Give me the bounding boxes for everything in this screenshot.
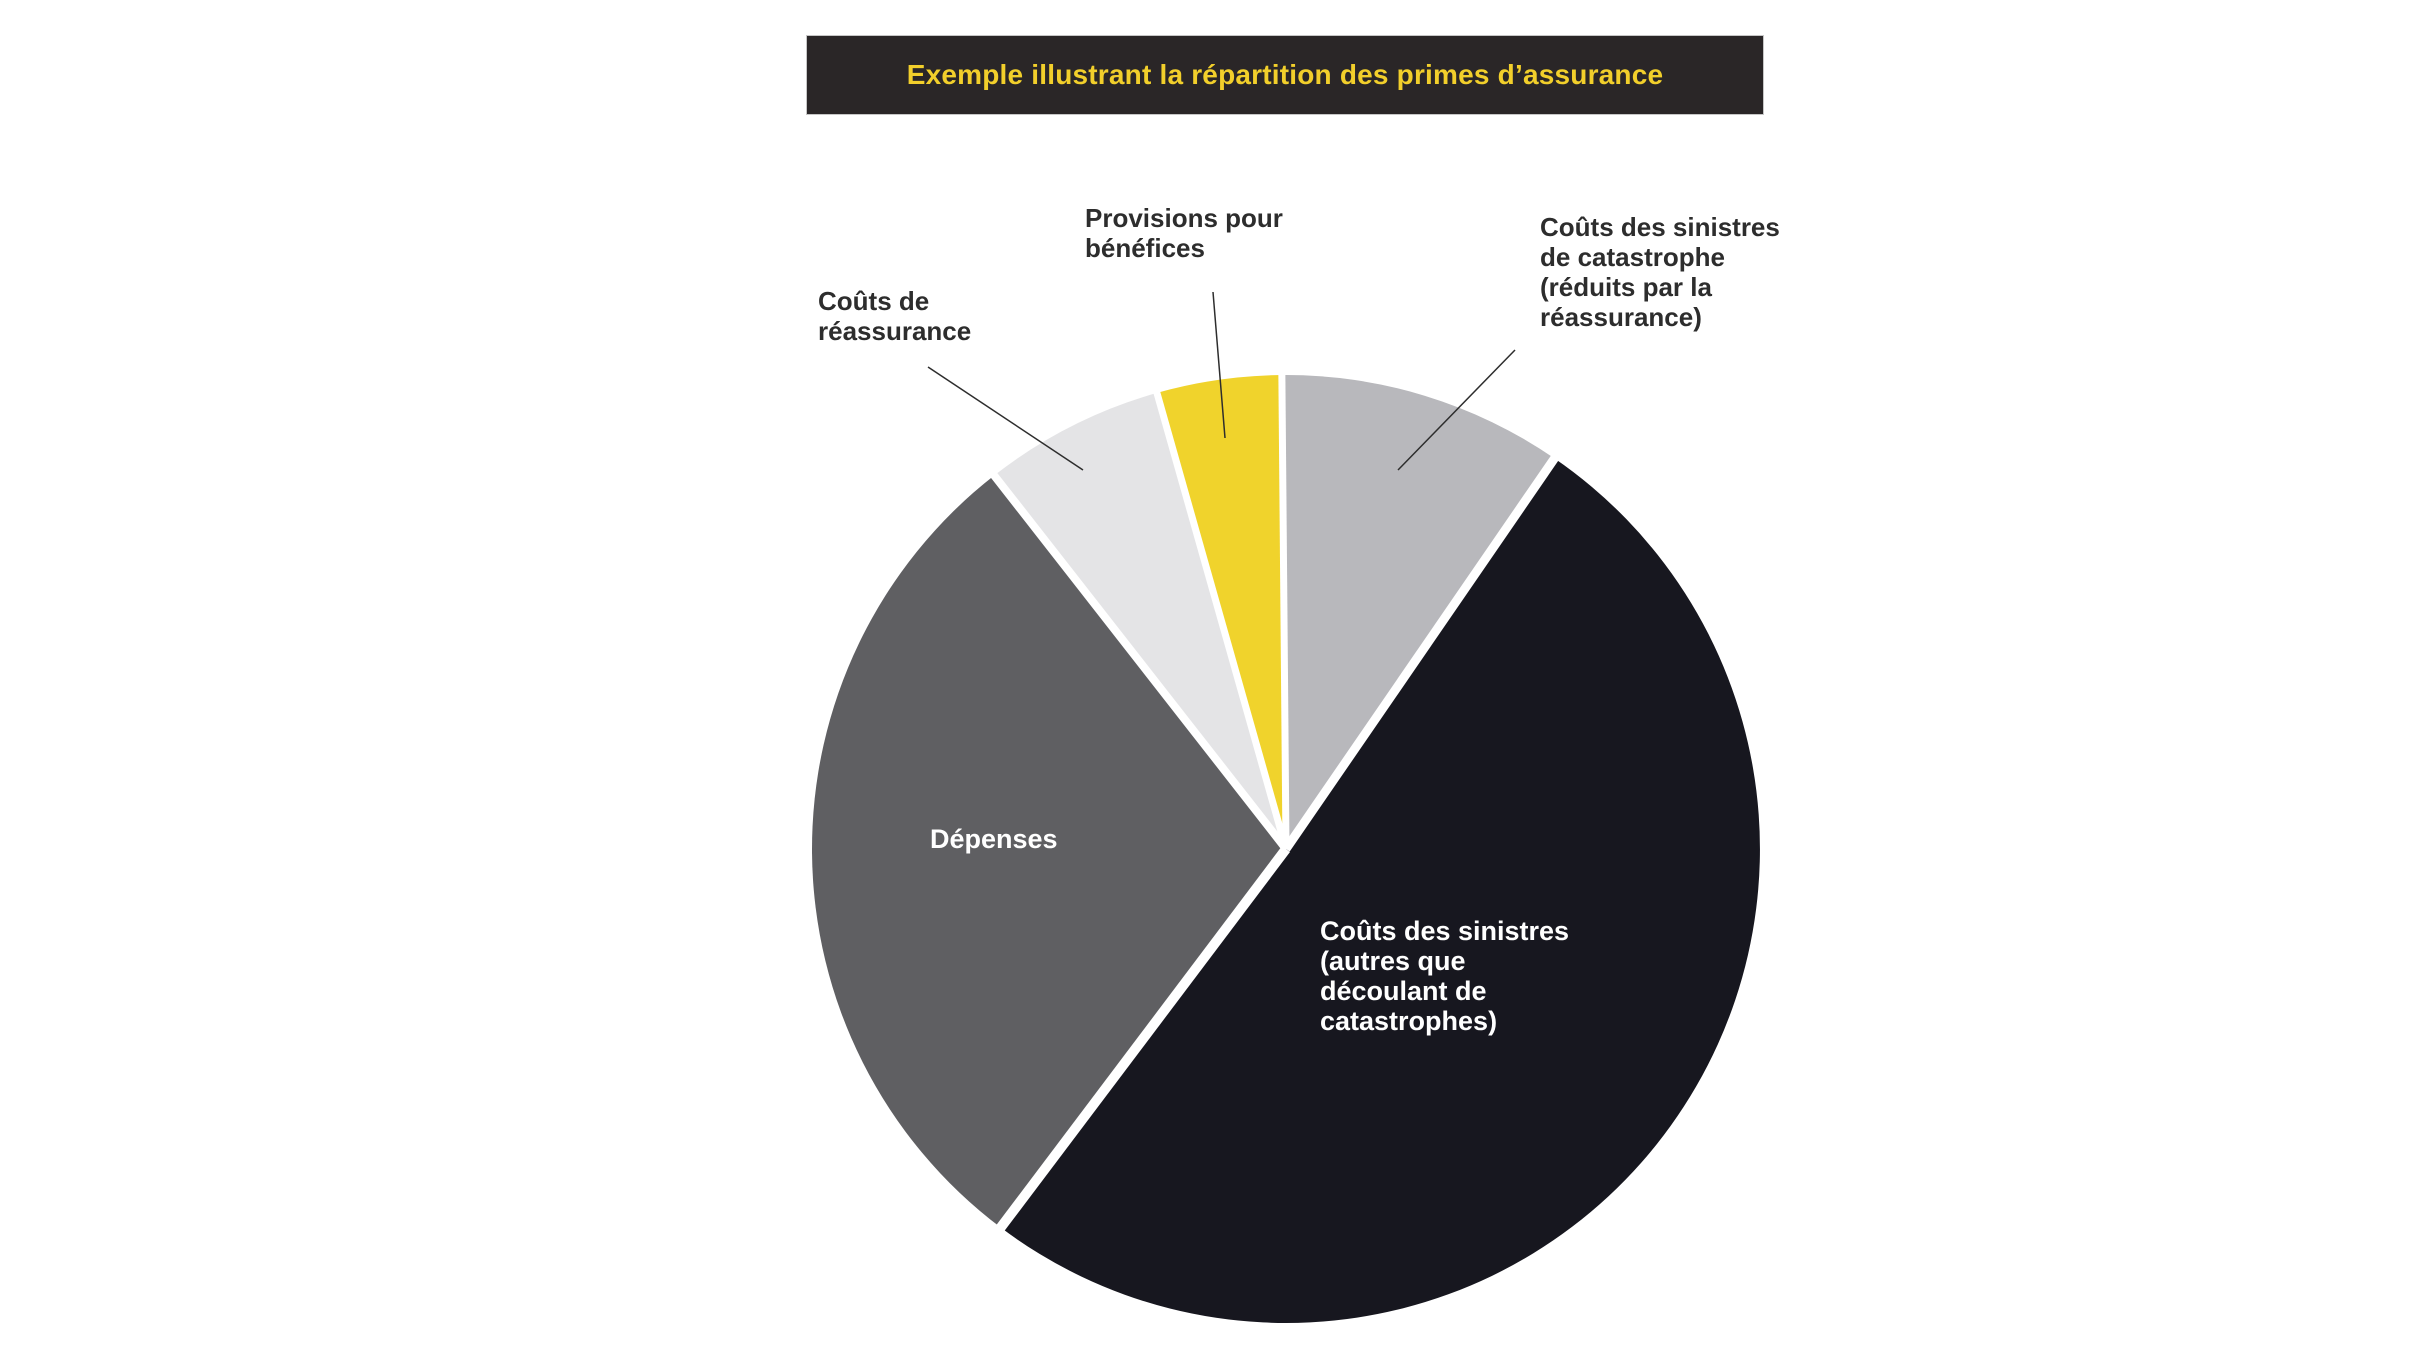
chart-title: Exemple illustrant la répartition des pr…: [906, 59, 1664, 90]
slice-label-sinistres: Coûts des sinistres (autres que découlan…: [1320, 916, 1570, 1036]
slice-separator: [987, 469, 1290, 852]
callout-label-reassurance: Coûts de réassurance: [818, 286, 972, 346]
pie-slice-sinistres: [1000, 458, 1760, 1323]
slice-label-depenses: Dépenses: [930, 824, 1058, 854]
callout-label-provisions: Provisions pour bénéfices: [1085, 203, 1283, 263]
leader-line-provisions: [1212, 291, 1226, 439]
slice-separator: [1152, 387, 1290, 850]
chart-title-bar: Exemple illustrant la répartition des pr…: [806, 35, 1764, 115]
slice-separator: [1282, 451, 1562, 852]
leader-line-catastrophe: [1397, 349, 1516, 471]
slice-separator: [993, 845, 1290, 1235]
leader-line-reassurance: [927, 366, 1084, 471]
pie-slice-depenses: [812, 475, 1286, 1228]
callout-label-catastrophe: Coûts des sinistres de catastrophe (rédu…: [1540, 212, 1780, 332]
pie-slice-reassurance: [994, 392, 1286, 849]
pie-slice-catastrophe: [1281, 375, 1555, 849]
slice-separator: [1278, 369, 1290, 850]
